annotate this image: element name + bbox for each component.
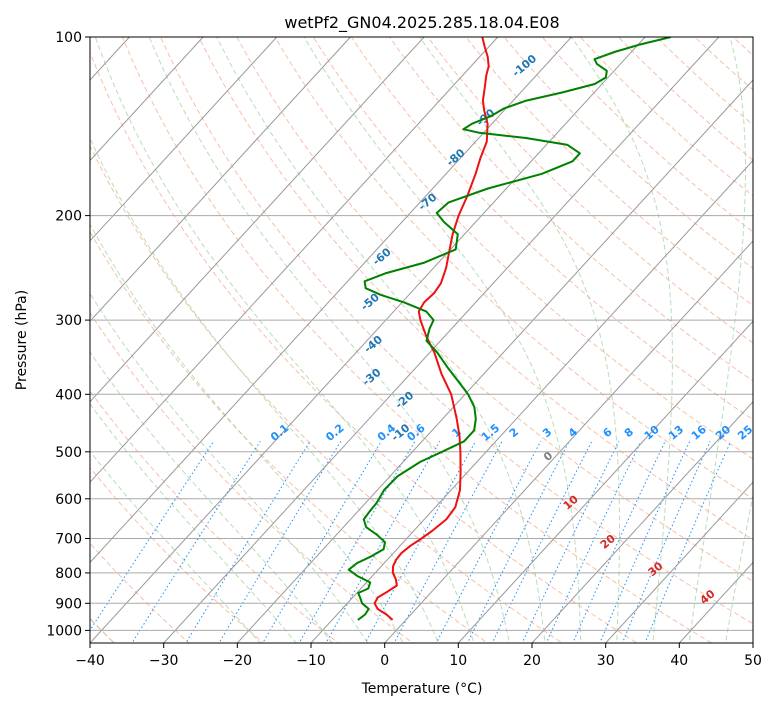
y-axis-label: Pressure (hPa) bbox=[14, 290, 30, 390]
x-tick-label: 10 bbox=[449, 653, 467, 669]
x-tick-label: 50 bbox=[744, 653, 762, 669]
mixing-ratio-label: 25 bbox=[735, 423, 755, 443]
mixing-ratio-line bbox=[491, 441, 593, 643]
isotherm-line bbox=[90, 37, 572, 564]
y-tick-label: 100 bbox=[55, 30, 82, 46]
y-tick-label: 1000 bbox=[46, 623, 82, 639]
x-tick-label: 40 bbox=[670, 653, 688, 669]
mixing-ratio-line bbox=[131, 441, 261, 643]
dry-adiabat-line bbox=[90, 50, 638, 643]
y-tick-label: 700 bbox=[55, 532, 82, 548]
dry-adiabat-line bbox=[121, 37, 713, 643]
mixing-ratio-line bbox=[572, 441, 666, 643]
y-tick-label: 500 bbox=[55, 445, 82, 461]
y-tick-label: 900 bbox=[55, 596, 82, 612]
mixing-ratio-line bbox=[262, 441, 382, 643]
isotherm-line bbox=[90, 37, 351, 323]
data-series bbox=[347, 37, 672, 621]
dry-adiabat-line bbox=[90, 390, 340, 643]
x-tick-label: −30 bbox=[149, 653, 179, 669]
isotherm-line bbox=[163, 37, 720, 643]
dry-adiabat-line bbox=[274, 37, 753, 500]
mixing-ratio-line bbox=[545, 441, 642, 643]
mixing-ratio-line bbox=[435, 441, 542, 643]
mixing-ratio-line bbox=[621, 441, 711, 643]
moist-adiabat-line bbox=[148, 37, 510, 643]
x-tick-label: 20 bbox=[523, 653, 541, 669]
moist-adiabat-line bbox=[725, 493, 753, 643]
x-tick-label: 0 bbox=[380, 653, 389, 669]
x-tick-label: −10 bbox=[296, 653, 326, 669]
mixing-ratio-line bbox=[325, 441, 441, 643]
dry-adiabat-line bbox=[90, 230, 489, 643]
dry-adiabat-line bbox=[90, 312, 414, 643]
dry-adiabat-line bbox=[350, 37, 753, 421]
y-tick-label: 300 bbox=[55, 313, 82, 329]
y-tick-label: 600 bbox=[55, 492, 82, 508]
isotherm-line bbox=[90, 37, 646, 643]
dry-adiabat-line bbox=[90, 466, 265, 643]
dewpoint-profile-line bbox=[347, 37, 672, 621]
moist-adiabat-line bbox=[570, 37, 673, 643]
isotherm-line bbox=[605, 481, 753, 643]
x-tick-label: −40 bbox=[75, 653, 105, 669]
dry-adiabat-line bbox=[388, 37, 753, 382]
mixing-ratio-line bbox=[644, 441, 732, 643]
y-tick-label: 200 bbox=[55, 209, 82, 225]
moist-adiabat-line bbox=[94, 37, 475, 643]
dry-adiabat-line bbox=[160, 37, 753, 625]
x-tick-label: −20 bbox=[223, 653, 253, 669]
plot-frame bbox=[89, 36, 754, 644]
moist-adiabat-line bbox=[90, 450, 261, 643]
moist-adiabat-line bbox=[688, 37, 746, 643]
x-tick-label: 30 bbox=[597, 653, 615, 669]
mixing-ratio-line bbox=[393, 441, 503, 643]
mixing-ratio-line bbox=[466, 441, 570, 643]
mixing-ratio-line bbox=[364, 441, 477, 643]
isotherm-line bbox=[90, 37, 425, 403]
dry-adiabat-line bbox=[90, 144, 564, 643]
isotherm-line bbox=[384, 240, 753, 643]
y-tick-label: 800 bbox=[55, 566, 82, 582]
isotherm-line bbox=[531, 400, 753, 643]
moist-adiabat-line bbox=[216, 37, 546, 643]
isotherm-line bbox=[90, 37, 499, 483]
isotherm-line bbox=[90, 37, 278, 242]
isotherm-line bbox=[90, 37, 204, 162]
x-axis-label: Temperature (°C) bbox=[361, 681, 483, 697]
dry-adiabat-line bbox=[236, 37, 753, 541]
isotherm-line bbox=[457, 320, 753, 643]
mixing-ratio-line bbox=[298, 441, 416, 643]
temperature-profile-line bbox=[373, 37, 490, 621]
moist-adiabat-line bbox=[90, 292, 369, 643]
mixing-ratio-line bbox=[521, 441, 620, 643]
isotherm-line bbox=[310, 159, 753, 643]
mixing-ratio-line bbox=[599, 441, 691, 643]
moist-adiabat-line bbox=[90, 403, 297, 643]
y-tick-label: 400 bbox=[55, 387, 82, 403]
chart-title: wetPf2_GN04.2025.285.18.04.E08 bbox=[284, 13, 559, 33]
isotherm-line bbox=[236, 79, 753, 643]
y-axis: 100 200 300 400 500 600 700 800 900 1000 bbox=[46, 30, 90, 639]
moist-adiabat-line bbox=[303, 37, 582, 643]
x-axis: −40 −30 −20 −10 0 10 20 30 40 50 bbox=[75, 643, 762, 669]
moist-adiabat-line bbox=[419, 37, 620, 643]
